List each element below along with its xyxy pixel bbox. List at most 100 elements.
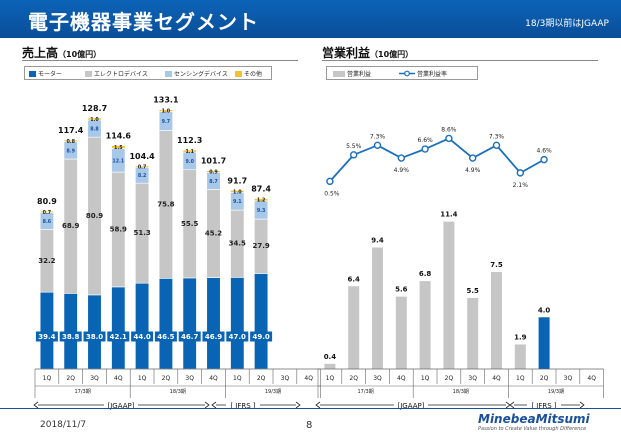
op-margin-label: 8.6%	[441, 126, 457, 133]
op-bar-label: 4.0	[538, 306, 551, 314]
sales-total-label: 87.4	[251, 185, 271, 194]
sales-bar-segment	[182, 149, 197, 153]
sales-bar-label: 0.7	[138, 164, 147, 170]
jgaap-arrow-right	[204, 401, 210, 409]
sales-total-label: 128.7	[82, 104, 107, 113]
sales-bar-label: 38.8	[62, 333, 79, 341]
legend-item-other: その他	[235, 69, 262, 78]
sales-bar-label: 8.8	[90, 127, 99, 133]
fy-label: 18/3期	[170, 389, 186, 395]
sales-total-label: 112.3	[177, 136, 202, 145]
sales-bar-label: 42.1	[110, 333, 127, 341]
op-fy-label: 19/3期	[548, 389, 564, 395]
legend-label-motor: モーター	[38, 71, 63, 78]
sales-bar-label: 75.8	[157, 200, 174, 208]
jgaap-arrow-left	[33, 401, 39, 409]
sales-total-label: 104.4	[129, 152, 155, 161]
op-bar-label: 11.4	[440, 211, 457, 219]
sales-bar-label: 46.5	[157, 333, 174, 341]
op-title-text: 営業利益	[322, 46, 371, 60]
x-tick-label: 3Q	[281, 375, 290, 382]
sales-bar-label: 9.1	[233, 199, 242, 205]
x-tick-label: 3Q	[90, 375, 99, 382]
op-jgaap-arrow-left	[315, 401, 321, 409]
jgaap-label: [JGAAP]	[108, 402, 135, 410]
sales-motor-label-bg	[250, 331, 273, 342]
legend-label-sensing: センシングデバイス	[174, 71, 228, 78]
sales-bar-segment	[63, 139, 78, 142]
sales-bar-label: 1.0	[233, 189, 242, 195]
op-margin-label: 5.5%	[346, 143, 362, 150]
op-bar	[395, 296, 407, 369]
op-bar-label: 9.4	[371, 236, 384, 244]
title-bar: 電子機器事業セグメント 18/3期以前はJGAAP	[0, 0, 621, 38]
op-bar-label: 5.6	[395, 286, 408, 294]
sales-bar-label: 39.4	[38, 333, 55, 341]
legend-swatch-other	[235, 71, 242, 77]
legend-label-electro: エレクトロデバイス	[94, 71, 148, 78]
op-x-tick-label: 4Q	[492, 375, 501, 382]
sales-bar-label: 1.5	[114, 145, 123, 151]
op-margin-point	[469, 154, 477, 162]
page-number: 8	[306, 420, 313, 431]
x-tick-label: 4Q	[114, 375, 123, 382]
legend-label-op: 営業利益	[347, 71, 372, 78]
op-x-tick-label: 2Q	[540, 375, 549, 382]
page-title: 電子機器事業セグメント	[28, 10, 259, 34]
op-x-tick-label: 4Q	[397, 375, 406, 382]
op-jgaap-label-bg	[394, 400, 428, 410]
footer-date: 2018/11/7	[40, 420, 87, 430]
sales-bar-label: 9.3	[257, 208, 266, 214]
sales-title-underline	[22, 60, 298, 61]
x-tick-label: 4Q	[304, 375, 313, 382]
sales-bar-label: 68.9	[62, 222, 79, 230]
sales-bar-label: 51.3	[133, 229, 150, 237]
sales-bar-label: 46.9	[205, 333, 222, 341]
logo-tagline: Passion to Create Value through Differen…	[478, 426, 587, 432]
legend-swatch-motor	[29, 71, 36, 77]
sales-bar-label: 47.0	[229, 333, 246, 341]
op-margin-label: 4.6%	[536, 148, 552, 155]
op-x-tick-label: 1Q	[326, 375, 335, 382]
sales-bar-label: 9.0	[185, 159, 194, 165]
x-tick-label: 1Q	[43, 375, 52, 382]
op-margin-point	[373, 141, 382, 150]
sales-bar-label: 0.7	[43, 210, 52, 216]
sales-bar-segment	[254, 198, 269, 202]
op-bar	[443, 221, 455, 369]
sales-bar-label: 8.7	[209, 179, 218, 185]
legend-item-op-margin: 営業利益率	[399, 69, 447, 78]
sales-total-label: 101.7	[201, 157, 226, 166]
op-bar	[514, 344, 526, 369]
op-ifrs-arrow-left	[509, 401, 515, 409]
op-bar-label: 0.4	[324, 353, 337, 361]
sales-bar-segment	[111, 145, 126, 149]
sales-bar-label: 32.2	[38, 257, 55, 265]
op-margin-label: 7.3%	[489, 133, 505, 140]
sales-motor-label-bg	[202, 331, 225, 342]
op-title: 営業利益（10億円）	[322, 44, 413, 61]
op-x-tick-label: 3Q	[373, 375, 382, 382]
sales-bar-segment	[39, 210, 54, 213]
op-title-underline	[322, 60, 598, 61]
legend-item-sensing: センシングデバイス	[165, 69, 228, 78]
sales-bar-label: 1.0	[90, 117, 99, 123]
sales-legend: モーター エレクトロデバイス センシングデバイス その他	[24, 66, 272, 80]
fy-label: 17/3期	[74, 389, 90, 395]
sales-bar-label: 38.0	[86, 333, 103, 341]
op-x-tick-label: 1Q	[421, 375, 430, 382]
sales-total-label: 91.7	[227, 176, 247, 185]
op-x-tick-label: 2Q	[349, 375, 358, 382]
sales-bar-label: 27.9	[252, 242, 269, 250]
op-bar-label: 6.4	[347, 275, 360, 283]
sales-motor-label-bg	[59, 331, 82, 342]
sales-bar-segment	[206, 170, 221, 173]
op-bar	[467, 297, 479, 369]
op-bar	[372, 247, 383, 369]
sales-bar-label: 8.6	[43, 219, 52, 225]
fy-label: 19/3期	[265, 389, 281, 395]
op-bar	[491, 272, 502, 369]
sales-total-label: 114.6	[106, 132, 132, 141]
ifrs-label: [ IFRS ]	[230, 402, 256, 410]
